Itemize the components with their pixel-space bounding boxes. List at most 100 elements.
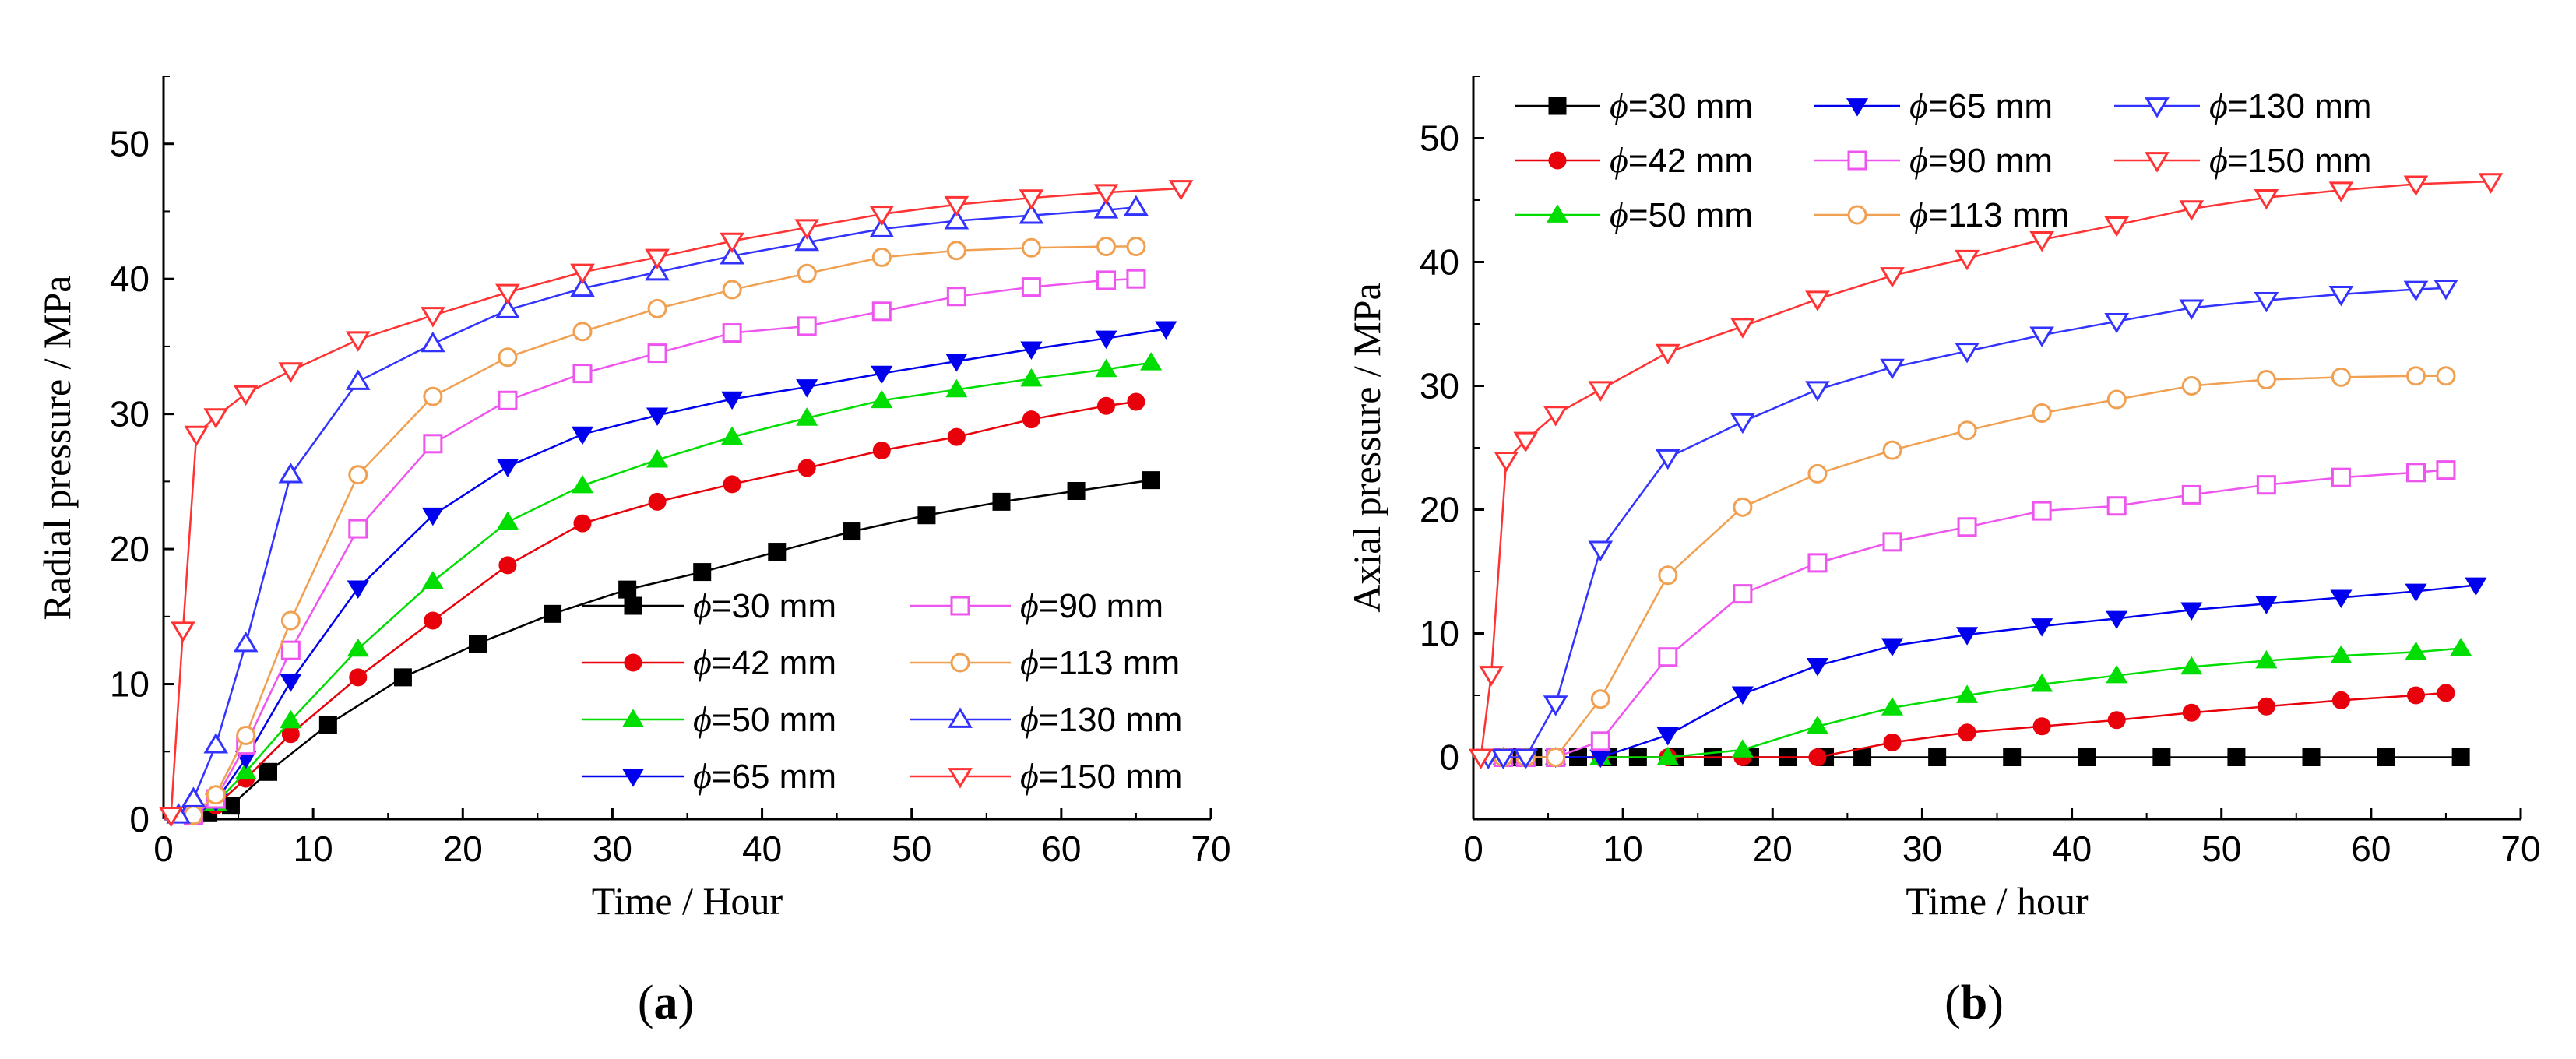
data-point [645,259,670,281]
data-point [1733,497,1753,517]
data-point [570,276,595,297]
data-point [1881,697,1904,716]
data-point [1881,638,1904,657]
y-tick-label: 0 [1439,737,1459,778]
series-s65 [1473,577,2487,769]
data-point [1955,627,1979,646]
data-point [1656,746,1679,765]
data-point [469,635,487,653]
data-point [2302,748,2321,766]
data-point [722,280,742,300]
series-line [163,479,1152,821]
data-point [1096,237,1116,257]
data-point [1020,341,1043,360]
data-point [2152,748,2171,766]
data-point [2179,299,2205,320]
legend-item: ϕ=65 mm [582,756,836,796]
data-point [1140,352,1163,371]
x-tick-label: 50 [2201,829,2241,869]
data-point [2181,376,2201,396]
data-point [1655,449,1680,470]
data-point [945,378,968,398]
legend-item: ϕ=130 mm [910,699,1182,739]
data-point [1093,184,1119,205]
data-point [278,463,304,484]
data-point [1853,748,1872,766]
data-point [871,389,893,409]
data-point [423,434,443,454]
data-point [1168,180,1194,201]
data-point [1882,532,1902,552]
data-point [992,492,1011,511]
chart-a: 0 10 20 30 40 50 60 70 0 10 20 30 40 50 Time / Hour Rad… [35,76,1231,923]
data-point [2181,484,2201,505]
data-point [1127,392,1145,411]
data-point [349,668,368,687]
data-point [1588,381,1614,402]
data-point [348,465,368,485]
data-point [1479,666,1504,687]
data-point [1808,748,1827,766]
x-tick-label: 0 [1463,829,1483,869]
y-tick-label: 30 [1420,366,1459,406]
data-point [2433,280,2458,301]
legend-label: ϕ=90 mm [1020,586,1163,625]
legend-marker [948,768,973,789]
data-point [2227,748,2246,766]
y-tick-label: 40 [1420,242,1459,283]
legend-marker [621,769,645,787]
data-point [1955,343,1980,364]
legend-item: ϕ=90 mm [1814,140,2053,180]
legend-marker [1546,204,1569,223]
data-point [2029,326,2054,347]
series-s42 [163,392,1145,825]
data-point [1806,657,1829,677]
series-line [163,361,1152,821]
data-point [421,571,444,589]
data-point [1807,463,1828,484]
data-point [768,543,787,561]
series-line [1473,469,2447,758]
data-point [203,408,229,429]
data-point [2031,674,2053,692]
series-line [163,328,1167,821]
data-point [1656,727,1679,746]
series-s130 [1473,280,2458,770]
legend-item: ϕ=130 mm [2114,86,2371,125]
data-point [869,216,895,237]
series-s150 [1468,173,2504,770]
x-tick-label: 30 [593,829,632,869]
data-point [2436,366,2456,386]
data-point [871,301,892,322]
data-point [1658,565,1678,586]
data-point [1093,198,1119,219]
data-point [2179,200,2205,221]
data-point [1490,748,1516,770]
data-point [345,369,371,390]
data-point [2331,367,2351,387]
legend-marker [2145,97,2170,118]
data-point [1543,406,1568,427]
data-point [797,263,817,283]
data-point [233,631,259,653]
data-point [946,241,966,261]
data-point [1957,517,1977,537]
data-point [2106,496,2127,516]
data-point [2330,645,2353,663]
data-point [2478,173,2504,194]
data-point [871,247,892,267]
x-tick-label: 70 [2500,829,2540,869]
data-point [571,474,594,494]
legend-label: ϕ=50 mm [693,699,836,739]
data-point [2403,175,2429,196]
x-tick-label: 60 [2351,829,2391,869]
data-point [1658,647,1678,667]
x-tick-label: 40 [2052,829,2092,869]
data-point [2078,748,2096,766]
data-point [1021,237,1041,258]
data-point [2107,711,2126,730]
legend-label: ϕ=65 mm [1909,86,2053,125]
legend-item: ϕ=50 mm [1515,195,1753,234]
legend-label: ϕ=150 mm [2209,140,2371,180]
data-point [259,762,277,781]
